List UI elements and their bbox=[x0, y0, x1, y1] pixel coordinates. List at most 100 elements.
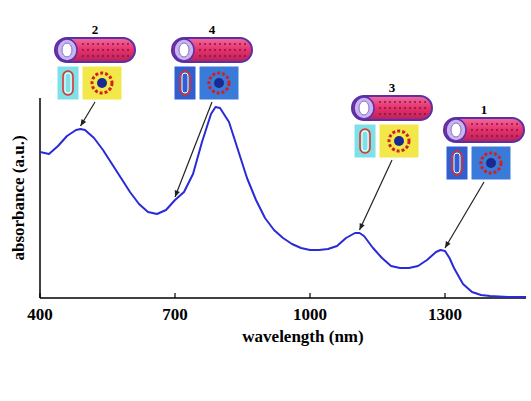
nanotube-dot bbox=[127, 43, 129, 45]
nanotube-dot bbox=[471, 135, 473, 137]
nanotube-dot bbox=[379, 107, 381, 109]
nanotube-end bbox=[446, 119, 466, 141]
nanotube-dot bbox=[224, 43, 226, 45]
nanotube-dot bbox=[476, 135, 478, 137]
annotations: 2431 bbox=[55, 22, 524, 248]
nanotube-dot bbox=[122, 43, 124, 45]
nanotube-dot bbox=[424, 101, 426, 103]
x-tick bbox=[309, 293, 310, 298]
nanotube-dot bbox=[384, 107, 386, 109]
nanotube bbox=[444, 118, 524, 142]
x-axis-title: wavelength (nm) bbox=[242, 327, 363, 346]
plot-area bbox=[40, 107, 526, 297]
nanotube-dot bbox=[214, 43, 216, 45]
nanotube-dot bbox=[481, 129, 483, 131]
annotation-label: 1 bbox=[481, 102, 488, 117]
nanotube-dot bbox=[379, 113, 381, 115]
nanotube-dot bbox=[209, 49, 211, 51]
nanotube-dot bbox=[117, 55, 119, 57]
nanotube-dot bbox=[511, 123, 513, 125]
field-map bbox=[57, 66, 79, 100]
nanotube-dot bbox=[409, 101, 411, 103]
nanotube-dot bbox=[414, 113, 416, 115]
nanotube-dot bbox=[476, 129, 478, 131]
field-map bbox=[471, 146, 511, 180]
nanotube-dot bbox=[496, 135, 498, 137]
field-map-ring bbox=[389, 131, 409, 151]
nanotube-dot bbox=[424, 113, 426, 115]
field-map bbox=[199, 66, 239, 100]
nanotube-dot bbox=[102, 55, 104, 57]
nanotube bbox=[172, 38, 252, 62]
nanotube-dot bbox=[122, 55, 124, 57]
nanotube-dot bbox=[501, 123, 503, 125]
annotation-label: 3 bbox=[389, 80, 396, 95]
annotation-arrow bbox=[360, 160, 393, 230]
chart: 40070010001300wavelength (nm)absorbance … bbox=[0, 0, 531, 401]
nanotube-dot bbox=[234, 49, 236, 51]
nanotube-dot bbox=[506, 123, 508, 125]
nanotube-end bbox=[174, 39, 194, 61]
nanotube-dot bbox=[476, 123, 478, 125]
annotation-arrowhead bbox=[175, 190, 180, 197]
nanotube-dot bbox=[394, 101, 396, 103]
nanotube-dot bbox=[404, 107, 406, 109]
nanotube-dot bbox=[82, 43, 84, 45]
field-map-core bbox=[214, 78, 224, 88]
nanotube-dot bbox=[511, 129, 513, 131]
nanotube-dot bbox=[224, 49, 226, 51]
nanotube-dot bbox=[209, 43, 211, 45]
x-tick-label: 1000 bbox=[293, 305, 327, 324]
nanotube-dot bbox=[424, 107, 426, 109]
nanotube-core bbox=[62, 43, 72, 57]
nanotube-dot bbox=[234, 55, 236, 57]
annotation-arrow bbox=[445, 182, 484, 248]
nanotube-dot bbox=[239, 43, 241, 45]
nanotube-dot bbox=[214, 49, 216, 51]
nanotube-dot bbox=[219, 55, 221, 57]
nanotube-dot bbox=[409, 113, 411, 115]
field-map-shape bbox=[180, 71, 190, 95]
nanotube-dot bbox=[117, 43, 119, 45]
nanotube-dot bbox=[107, 55, 109, 57]
nanotube-dot bbox=[404, 101, 406, 103]
nanotube-dot bbox=[117, 49, 119, 51]
nanotube-dot bbox=[496, 123, 498, 125]
field-map-shape bbox=[362, 131, 368, 151]
field-map-core bbox=[486, 158, 496, 168]
annotation-label: 2 bbox=[92, 22, 99, 37]
nanotube-dot bbox=[97, 55, 99, 57]
nanotube-dot bbox=[229, 43, 231, 45]
nanotube-dot bbox=[486, 123, 488, 125]
field-map-core bbox=[97, 78, 107, 88]
x-axis bbox=[40, 297, 526, 299]
nanotube-dot bbox=[399, 101, 401, 103]
nanotube-dot bbox=[481, 123, 483, 125]
nanotube bbox=[352, 96, 432, 120]
nanotube-dot bbox=[399, 113, 401, 115]
nanotube-dot bbox=[92, 55, 94, 57]
nanotube-dot bbox=[214, 55, 216, 57]
nanotube-dot bbox=[112, 55, 114, 57]
nanotube-dot bbox=[102, 43, 104, 45]
y-axis-title: absorbance (a.u.) bbox=[9, 135, 28, 260]
nanotube-dot bbox=[501, 135, 503, 137]
nanotube-dot bbox=[112, 49, 114, 51]
nanotube-core bbox=[451, 123, 461, 137]
field-map-shape bbox=[65, 73, 71, 93]
x-tick-label: 400 bbox=[27, 305, 53, 324]
nanotube-dot bbox=[87, 55, 89, 57]
nanotube-dot bbox=[379, 101, 381, 103]
annotation-arrowhead bbox=[445, 241, 451, 248]
nanotube-core bbox=[179, 43, 189, 57]
nanotube-end bbox=[354, 97, 374, 119]
nanotube-dot bbox=[244, 43, 246, 45]
nanotube-dot bbox=[122, 49, 124, 51]
nanotube-dot bbox=[394, 107, 396, 109]
nanotube-dot bbox=[244, 55, 246, 57]
nanotube-dot bbox=[491, 129, 493, 131]
field-map-shape bbox=[182, 73, 188, 93]
nanotube-dot bbox=[199, 49, 201, 51]
nanotube-dot bbox=[219, 43, 221, 45]
field-map bbox=[82, 66, 122, 100]
